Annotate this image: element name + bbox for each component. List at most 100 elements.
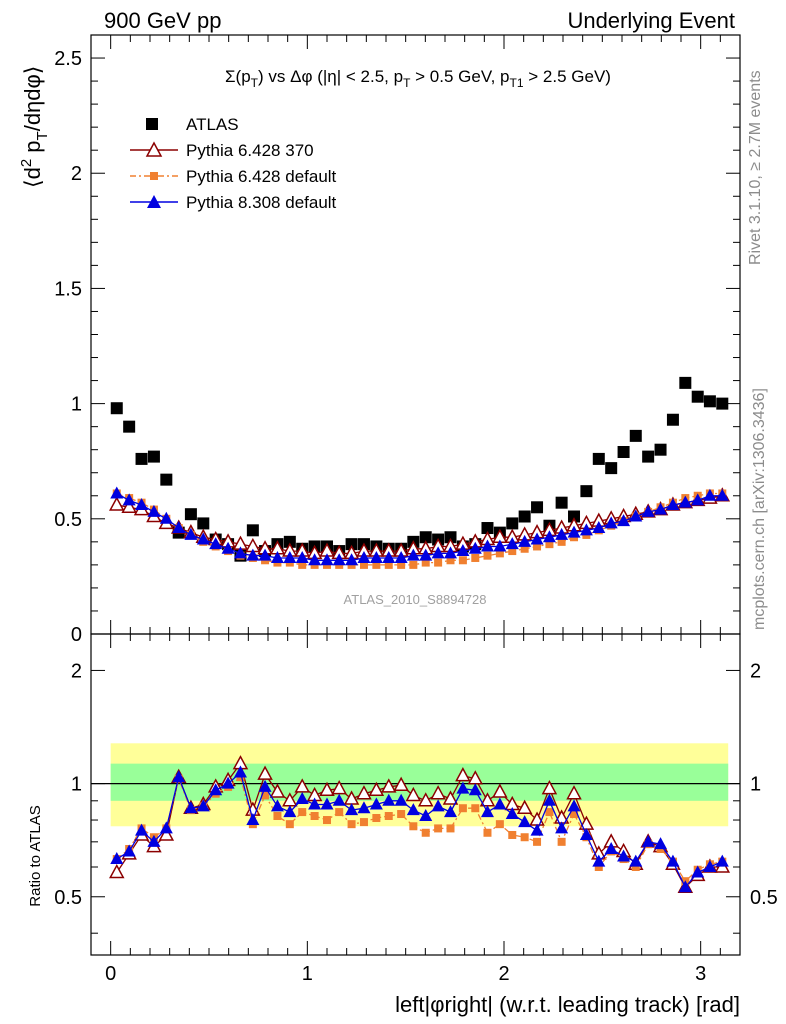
ratio-point-pythia-8-308-default bbox=[221, 776, 235, 789]
main-point-pythia-6-428-370 bbox=[121, 498, 137, 514]
ratio-point-pythia-8-308-default bbox=[678, 880, 692, 893]
main-point-pythia-8-308-default bbox=[579, 523, 593, 536]
ratio-point-pythia-8-308-default bbox=[246, 813, 260, 826]
legend-label-p6-default: Pythia 6.428 default bbox=[186, 167, 337, 186]
ratio-point-pythia-6-428-default bbox=[384, 811, 393, 820]
ratio-point-pythia-6-428-370 bbox=[417, 792, 434, 807]
main-point-atlas bbox=[592, 452, 605, 465]
ratio-point-pythia-6-428-default bbox=[434, 824, 443, 833]
main-point-pythia-6-428-370 bbox=[109, 496, 125, 511]
ratio-point-pythia-6-428-default bbox=[261, 791, 270, 800]
ratio-point-pythia-6-428-default bbox=[570, 810, 579, 819]
main-point-pythia-8-308-default bbox=[654, 502, 668, 515]
main-point-pythia-6-428-default bbox=[359, 560, 368, 569]
main-point-pythia-8-308-default bbox=[480, 539, 494, 552]
ratio-point-pythia-8-308-default bbox=[382, 793, 396, 806]
ratio-point-pythia-8-308-default bbox=[308, 797, 322, 810]
ratio-point-pythia-6-428-default bbox=[520, 833, 529, 842]
ratio-point-pythia-8-308-default bbox=[431, 799, 445, 812]
main-point-pythia-8-308-default bbox=[246, 548, 260, 561]
main-point-pythia-6-428-default bbox=[557, 537, 566, 546]
ratio-point-pythia-8-308-default bbox=[505, 807, 519, 820]
main-point-atlas bbox=[666, 413, 679, 426]
main-ytick-label: 0 bbox=[71, 624, 82, 646]
ratio-point-pythia-8-308-default bbox=[530, 823, 544, 836]
ratio-frame bbox=[90, 633, 741, 956]
main-point-atlas bbox=[629, 429, 642, 442]
main-point-pythia-8-308-default bbox=[308, 553, 322, 566]
main-point-pythia-8-308-default bbox=[209, 537, 223, 550]
ratio-point-pythia-8-308-default bbox=[196, 799, 210, 812]
main-point-pythia-8-308-default bbox=[703, 488, 717, 501]
ratio-point-pythia-6-428-default bbox=[372, 814, 381, 823]
main-point-atlas bbox=[123, 420, 136, 433]
mcplots-label: mcplots.cern.ch [arXiv:1306.3436] bbox=[751, 388, 768, 630]
ratio-point-pythia-6-428-370 bbox=[356, 785, 372, 800]
main-point-pythia-8-308-default bbox=[332, 553, 346, 566]
main-point-pythia-6-428-default bbox=[508, 547, 517, 556]
main-point-pythia-8-308-default bbox=[345, 553, 359, 566]
main-point-pythia-8-308-default bbox=[456, 544, 470, 557]
ratio-point-pythia-6-428-default bbox=[397, 810, 406, 819]
ratio-point-pythia-6-428-default bbox=[359, 818, 368, 827]
main-point-pythia-8-308-default bbox=[505, 537, 519, 550]
main-point-pythia-6-428-default bbox=[372, 560, 381, 569]
ratio-point-pythia-8-308-default bbox=[456, 781, 470, 794]
main-point-pythia-6-428-default bbox=[384, 560, 393, 569]
ratio-point-pythia-8-308-default bbox=[184, 801, 198, 814]
main-point-atlas bbox=[642, 450, 655, 463]
ratio-point-pythia-6-428-default bbox=[310, 811, 319, 820]
main-point-pythia-8-308-default bbox=[320, 553, 334, 566]
main-point-atlas bbox=[481, 522, 494, 535]
main-series-pythia-8-308-default bbox=[110, 486, 729, 566]
main-point-pythia-6-428-default bbox=[397, 560, 406, 569]
x-tick-label: 2 bbox=[498, 963, 509, 985]
x-tick-label: 0 bbox=[105, 963, 116, 985]
ratio-point-pythia-6-428-370 bbox=[516, 799, 533, 814]
ratio-point-pythia-8-308-default bbox=[629, 854, 643, 867]
main-point-atlas bbox=[531, 501, 544, 514]
ratio-point-pythia-8-308-default bbox=[283, 805, 297, 818]
x-axis-label: left|φright| (w.r.t. leading track) [rad… bbox=[395, 992, 740, 1017]
ratio-point-pythia-6-428-370 bbox=[269, 783, 286, 798]
main-ytick-label: 1 bbox=[71, 394, 82, 416]
header-right: Underlying Event bbox=[567, 8, 735, 33]
header-left: 900 GeV pp bbox=[104, 8, 221, 33]
ratio-point-pythia-8-308-default bbox=[357, 801, 371, 814]
ratio-point-pythia-8-308-default bbox=[135, 823, 149, 836]
main-point-pythia-6-428-default bbox=[495, 549, 504, 558]
main-point-pythia-8-308-default bbox=[110, 486, 124, 499]
main-ytick-label: 2 bbox=[71, 163, 82, 185]
legend-label-p8: Pythia 8.308 default bbox=[186, 193, 337, 212]
main-point-pythia-6-428-default bbox=[434, 558, 443, 567]
ratio-point-pythia-8-308-default bbox=[518, 815, 532, 828]
ratio-point-pythia-8-308-default bbox=[258, 779, 272, 792]
ratio-point-pythia-8-308-default bbox=[579, 827, 593, 840]
ratio-point-pythia-8-308-default bbox=[691, 865, 705, 878]
main-point-atlas bbox=[246, 524, 259, 537]
legend-marker-p6-370 bbox=[145, 141, 163, 157]
main-point-pythia-8-308-default bbox=[184, 527, 198, 540]
main-point-atlas bbox=[605, 462, 618, 475]
ratio-point-pythia-6-428-default bbox=[335, 808, 344, 817]
main-point-pythia-8-308-default bbox=[691, 493, 705, 506]
ratio-point-pythia-8-308-default bbox=[270, 799, 284, 812]
main-point-pythia-8-308-default bbox=[542, 530, 556, 543]
x-tick-label: 3 bbox=[695, 963, 706, 985]
ratio-point-pythia-6-428-default bbox=[631, 863, 640, 871]
ratio-point-pythia-6-428-370 bbox=[158, 826, 175, 841]
main-title: Σ(pT) vs Δφ (|η| < 2.5, pT > 0.5 GeV, pT… bbox=[225, 67, 611, 90]
main-point-pythia-6-428-default bbox=[483, 551, 492, 560]
ratio-point-pythia-6-428-default bbox=[421, 828, 430, 837]
main-point-atlas bbox=[110, 402, 123, 415]
x-tick-label: 1 bbox=[302, 963, 313, 985]
legend-label-p6-370: Pythia 6.428 370 bbox=[186, 141, 314, 160]
ratio-point-pythia-8-308-default bbox=[209, 783, 223, 796]
main-point-pythia-8-308-default bbox=[382, 550, 396, 563]
main-point-pythia-8-308-default bbox=[258, 548, 272, 561]
ratio-point-pythia-8-308-default bbox=[419, 808, 433, 821]
main-point-atlas bbox=[184, 508, 197, 521]
ratio-point-pythia-8-308-default bbox=[666, 854, 680, 867]
ratio-point-pythia-6-428-370 bbox=[442, 790, 459, 805]
